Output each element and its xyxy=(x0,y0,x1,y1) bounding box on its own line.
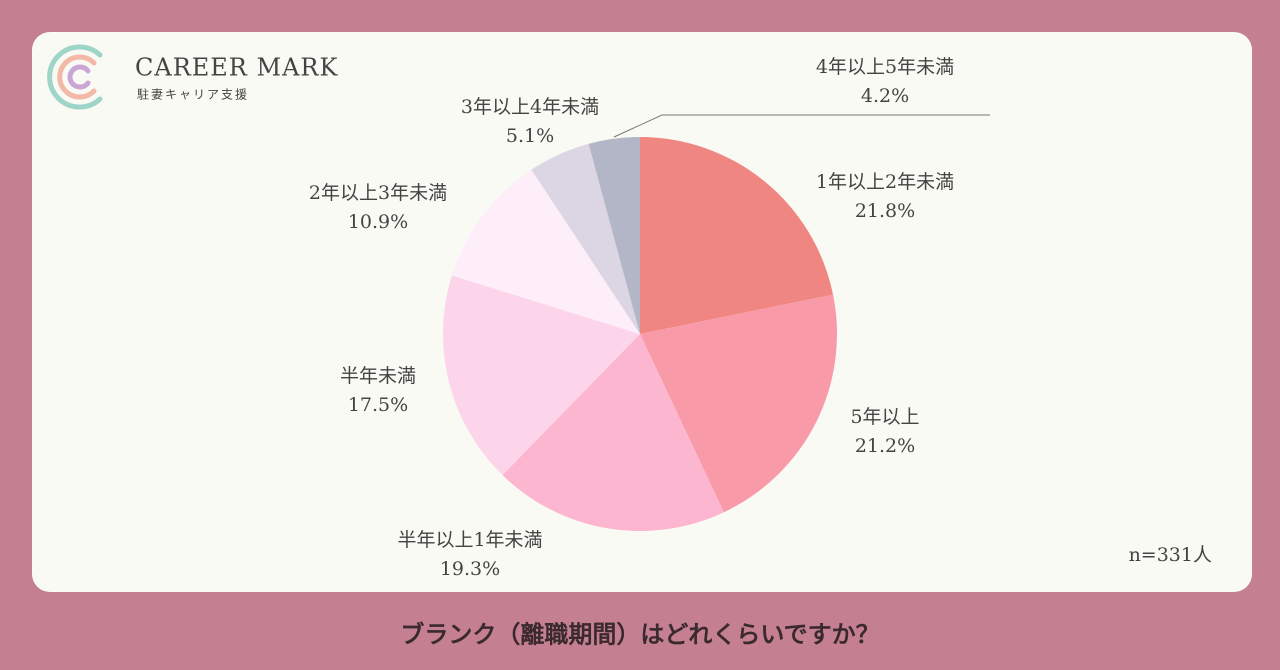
logo-mark xyxy=(47,44,103,110)
slice-label: 3年以上4年未満 xyxy=(461,96,599,118)
pie-slice xyxy=(640,137,834,334)
pie-slice xyxy=(443,275,640,476)
slice-value: 10.9% xyxy=(348,211,408,233)
chart-title: ブランク（離職期間）はどれくらいですか？ xyxy=(400,620,879,649)
slice-label: 2年以上3年未満 xyxy=(309,182,447,204)
pie-slice xyxy=(640,294,837,513)
slice-label: 半年未満 xyxy=(340,365,416,387)
slice-value: 21.2% xyxy=(855,435,915,457)
pie-slice xyxy=(502,334,724,531)
slice-label: 4年以上5年未満 xyxy=(816,56,954,78)
pie-slice xyxy=(451,169,640,334)
pie-slice xyxy=(588,137,640,334)
slice-label: 1年以上2年未満 xyxy=(816,171,954,193)
logo-tagline: 駐妻キャリア支援 xyxy=(137,87,249,102)
slice-value: 19.3% xyxy=(440,558,500,580)
slice-value: 17.5% xyxy=(348,394,408,416)
pie-slice xyxy=(531,143,640,334)
leader-line xyxy=(613,114,990,138)
slice-value: 21.8% xyxy=(855,200,915,222)
sample-note: n=331人 xyxy=(1129,544,1212,566)
slice-value: 4.2% xyxy=(861,85,909,107)
slice-label: 5年以上 xyxy=(850,406,919,428)
logo-name: CAREER MARK xyxy=(135,54,338,82)
slice-value: 5.1% xyxy=(506,125,554,147)
slice-label: 半年以上1年未満 xyxy=(397,529,542,551)
